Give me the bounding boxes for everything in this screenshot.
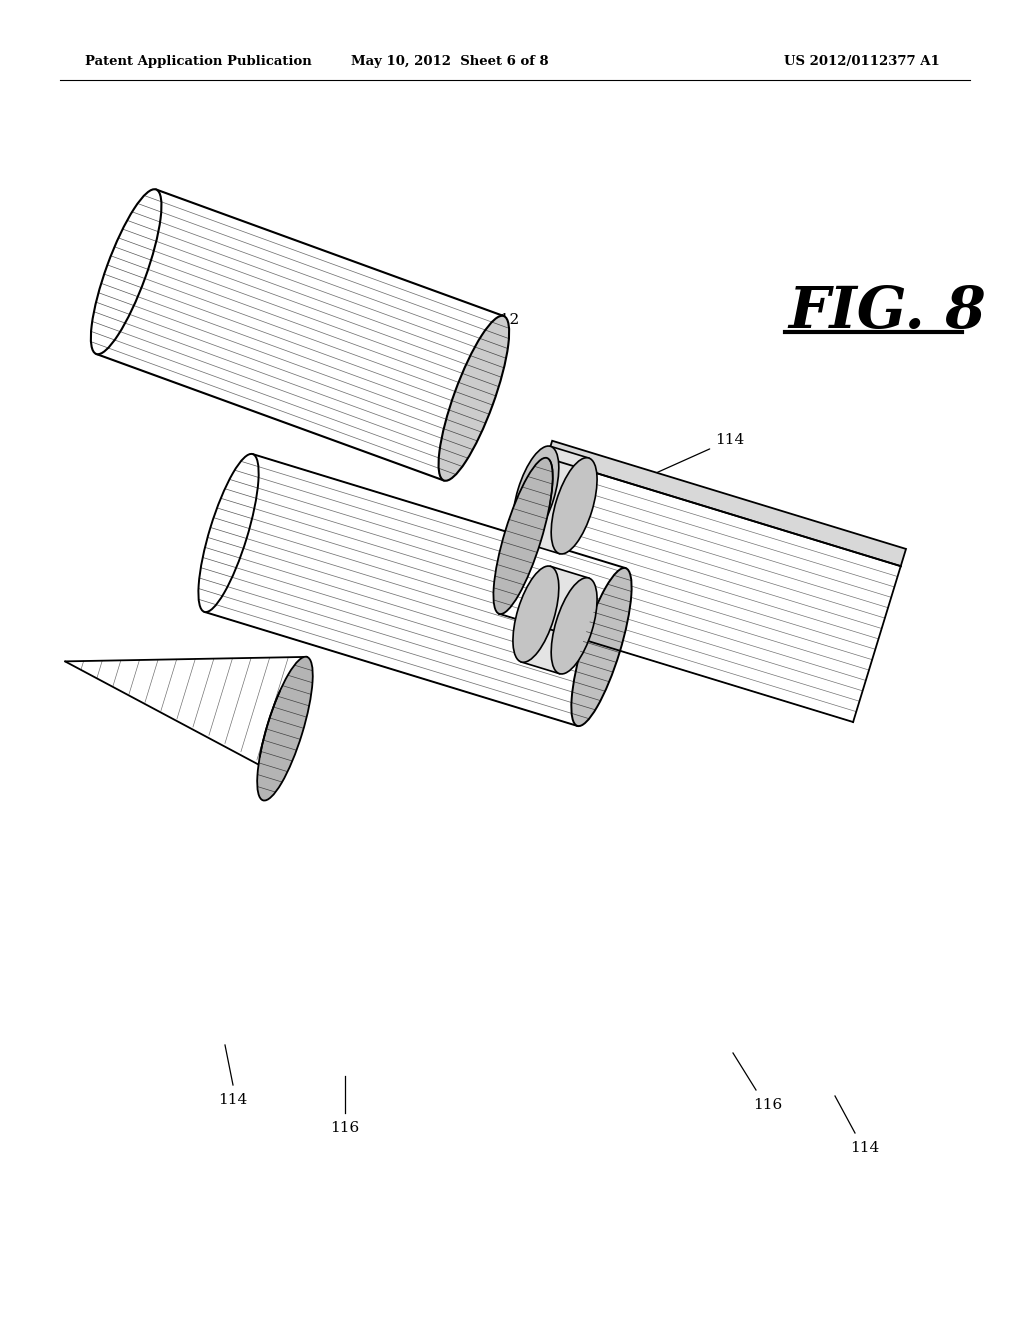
Ellipse shape	[571, 568, 632, 726]
Text: US 2012/0112377 A1: US 2012/0112377 A1	[784, 55, 940, 69]
Text: May 10, 2012  Sheet 6 of 8: May 10, 2012 Sheet 6 of 8	[351, 55, 549, 69]
Ellipse shape	[438, 315, 509, 480]
Polygon shape	[521, 446, 589, 553]
Text: FIG. 8: FIG. 8	[788, 284, 986, 341]
Polygon shape	[521, 566, 589, 673]
Text: 116: 116	[331, 1121, 359, 1135]
Ellipse shape	[513, 446, 559, 543]
Polygon shape	[205, 454, 626, 726]
Ellipse shape	[257, 657, 312, 800]
Polygon shape	[66, 657, 307, 729]
Ellipse shape	[91, 189, 162, 354]
Ellipse shape	[551, 578, 597, 675]
Polygon shape	[500, 458, 901, 722]
Text: 116: 116	[754, 1098, 782, 1111]
Text: 114: 114	[850, 1140, 880, 1155]
Ellipse shape	[494, 458, 553, 614]
Ellipse shape	[199, 454, 259, 612]
Polygon shape	[547, 441, 906, 566]
Ellipse shape	[513, 566, 559, 663]
Text: 114: 114	[218, 1093, 248, 1107]
Polygon shape	[65, 657, 307, 772]
Ellipse shape	[551, 458, 597, 554]
Text: Patent Application Publication: Patent Application Publication	[85, 55, 311, 69]
Text: 114: 114	[621, 433, 744, 488]
Polygon shape	[96, 190, 504, 480]
Text: C: C	[236, 546, 297, 569]
Polygon shape	[66, 661, 285, 772]
Text: 112: 112	[413, 290, 519, 327]
